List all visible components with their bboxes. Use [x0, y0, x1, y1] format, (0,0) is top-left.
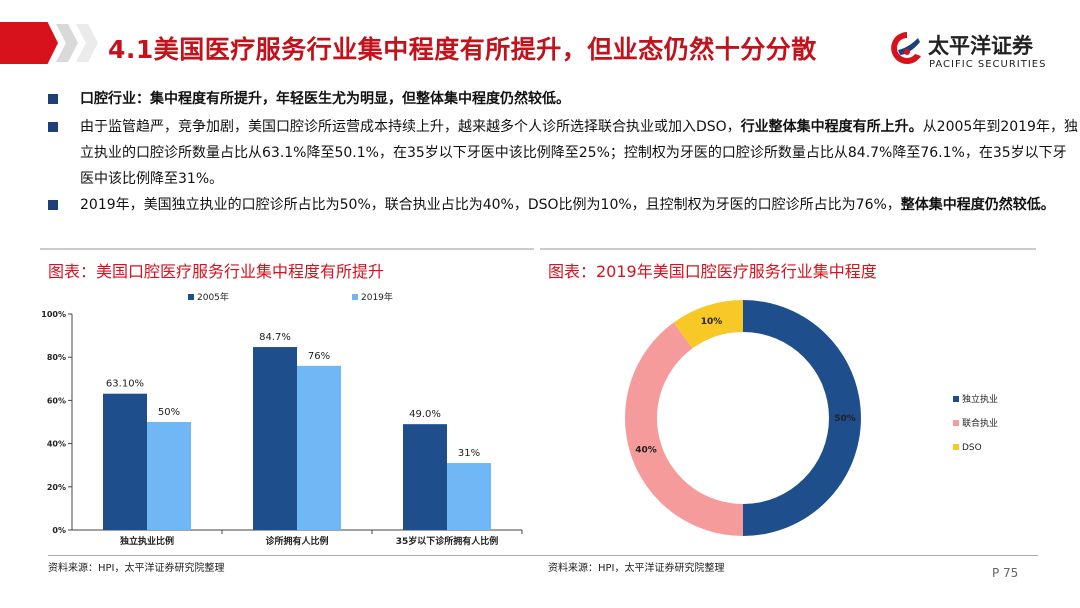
donut-slice [625, 322, 743, 536]
bar-2019 [297, 365, 341, 530]
legend-label: 2019年 [361, 291, 393, 303]
bar-2005 [403, 424, 447, 530]
header-chevron-shape [56, 24, 78, 62]
data-label: 63.10% [106, 379, 144, 390]
bullet-1-bold: 口腔行业：集中程度有所提升，年轻医生尤为明显，但整体集中程度仍然较低。 [80, 91, 570, 107]
y-tick-label: 40% [47, 440, 66, 449]
logo-name: 太平洋证券 [928, 34, 1033, 58]
slice-label: 10% [701, 317, 723, 327]
right-panel-divider [540, 248, 1036, 250]
header-accent-shape [0, 22, 58, 64]
donut-slice [673, 300, 743, 349]
right-source-note: 资料来源：HPI，太平洋证券研究院整理 [548, 563, 725, 574]
page-title: 4.1美国医疗服务行业集中程度有所提升，但业态仍然十分分散 [108, 35, 817, 64]
bar-chart: 0% 20% 40% 60% 80% 100% 63.10% 50% 独立执业比例 84.7% 76… [41, 291, 523, 547]
bullet-3-bold: 整体集中程度仍然较低。 [900, 197, 1055, 213]
left-chart-title: 图表：美国口腔医疗服务行业集中程度有所提升 [48, 262, 385, 281]
bullet-2-text2: 从2005年到2019年，独立执业的口腔诊所数量占比从63.1%降至50.1%，… [80, 119, 1078, 187]
legend-swatch [953, 444, 959, 450]
bullet-2-text: 由于监管趋严，竞争加剧，美国口腔诊所运营成本持续上升，越来越多个人诊所选择联合执… [80, 119, 741, 135]
legend-label: 2005年 [197, 291, 229, 303]
legend-swatch [953, 420, 959, 426]
slice-label: 50% [834, 414, 856, 424]
left-source-note: 资料来源：HPI，太平洋证券研究院整理 [48, 563, 225, 574]
legend-label: 联合执业 [962, 417, 998, 429]
data-label: 31% [458, 448, 480, 459]
legend-label: 独立执业 [962, 393, 998, 405]
x-tick-label: 诊所拥有人比例 [265, 535, 328, 547]
header-chevron-shape [76, 24, 98, 62]
bar-2019 [147, 422, 191, 530]
x-tick-label: 35岁以下诊所拥有人比例 [396, 535, 499, 547]
slice-label: 40% [635, 446, 657, 456]
logo-mark-icon [891, 32, 921, 64]
bar-2005 [253, 347, 297, 530]
y-tick-label: 20% [47, 483, 66, 492]
bar-2019 [447, 463, 491, 530]
bullet-square-icon [48, 200, 58, 210]
legend-label: DSO [962, 443, 982, 453]
company-logo: 太平洋证券 PACIFIC SECURITIES [888, 28, 1068, 74]
right-chart-title: 图表：2019年美国口腔医疗服务行业集中程度 [548, 262, 877, 281]
bullet-square-icon [48, 94, 58, 104]
y-tick-label: 0% [52, 526, 66, 535]
data-label: 84.7% [259, 332, 291, 343]
data-label: 76% [308, 351, 330, 362]
legend-swatch [188, 294, 194, 300]
page-number: P 75 [992, 566, 1019, 580]
left-panel-divider [40, 248, 534, 250]
bar-2005 [103, 393, 147, 530]
bullet-3-text: 2019年，美国独立执业的口腔诊所占比为50%，联合执业占比为40%，DSO比例… [80, 197, 901, 213]
logo-english: PACIFIC SECURITIES [929, 59, 1047, 70]
source-divider [48, 555, 1038, 556]
bullet-square-icon [48, 122, 58, 132]
y-tick-label: 100% [41, 310, 66, 319]
data-label: 50% [158, 407, 180, 418]
x-tick-label: 独立执业比例 [119, 535, 174, 547]
legend-swatch [352, 294, 358, 300]
bullet-2-bold: 行业整体集中程度有所上升。 [740, 119, 923, 135]
y-tick-label: 60% [47, 396, 66, 405]
y-tick-label: 80% [47, 353, 66, 362]
legend-swatch [953, 396, 959, 402]
donut-slice [743, 300, 861, 536]
data-label: 49.0% [409, 409, 441, 420]
